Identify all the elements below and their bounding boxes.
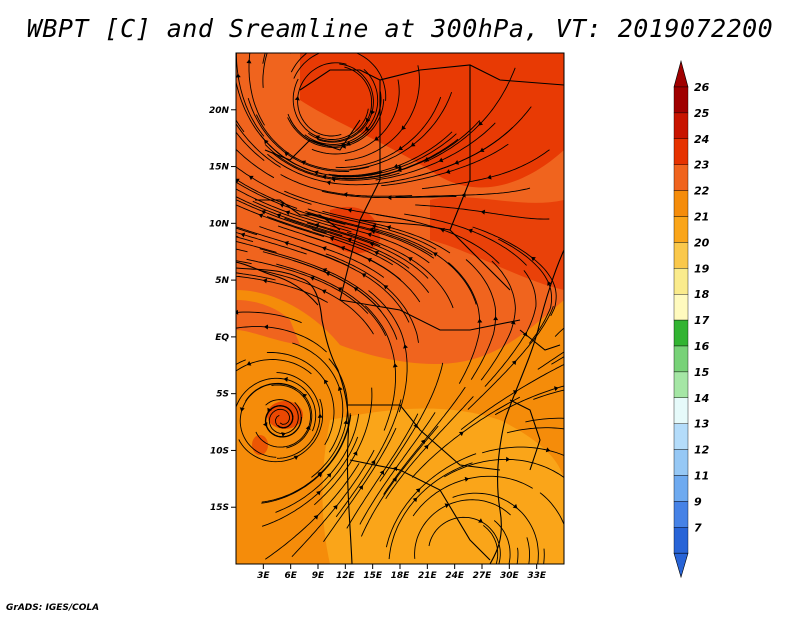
colorbar: 26 25 24 23 22 21 20 19 18 17 16 15 14 13 12 11 9 7 [673, 59, 710, 579]
colorbar-label: 19 [694, 262, 710, 275]
colorbar-label: 13 [694, 418, 710, 431]
lat-tick-label: 15N [209, 163, 230, 173]
colorbar-segment [673, 501, 689, 528]
colorbar-segment [673, 397, 689, 424]
colorbar-segment [673, 371, 689, 398]
colorbar-label: 22 [694, 185, 710, 198]
colorbar-label: 21 [694, 211, 709, 224]
lon-tick-label: 21E [418, 571, 438, 581]
lat-tick-label: 15S [210, 503, 229, 513]
lat-tick-label: 5S [216, 390, 229, 400]
latitude-axis: 20N 15N 10N 5N EQ 5S 10S 15S [209, 106, 236, 513]
colorbar-segment [673, 475, 689, 502]
colorbar-label: 23 [694, 159, 710, 172]
colorbar-bottom-arrow [673, 552, 689, 579]
colorbar-label: 12 [694, 444, 710, 457]
colorbar-top-arrow [673, 59, 689, 88]
colorbar-segment [673, 138, 689, 165]
colorbar-segment [673, 449, 689, 476]
colorbar-segment [673, 164, 689, 191]
streamlines [236, 53, 564, 564]
colorbar-segment [673, 268, 689, 295]
lat-tick-label: 5N [215, 276, 229, 286]
colorbar-segment [673, 294, 689, 321]
lon-tick-label: 30E [500, 571, 520, 581]
lon-tick-label: 27E [473, 571, 493, 581]
lon-tick-label: 33E [527, 571, 547, 581]
lat-tick-label: EQ [215, 333, 229, 343]
colorbar-label: 18 [694, 288, 710, 301]
colorbar-segment [673, 242, 689, 269]
lon-tick-label: 18E [391, 571, 411, 581]
longitude-axis: 3E 6E 9E 12E 15E 18E 21E 24E 27E 30E 33E [257, 564, 547, 581]
map-title: WBPT [C] and Sreamline at 300hPa, VT: 20… [26, 14, 774, 43]
lat-tick-label: 10S [210, 446, 229, 456]
colorbar-segment [673, 216, 689, 243]
colorbar-label: 16 [694, 340, 710, 353]
lon-tick-label: 3E [257, 571, 270, 581]
coastlines-borders [236, 64, 564, 564]
colorbar-label: 17 [694, 314, 710, 327]
colorbar-label: 25 [694, 107, 710, 120]
colorbar-segment [673, 112, 689, 140]
lon-tick-label: 24E [445, 571, 465, 581]
colorbar-segment [673, 319, 689, 347]
colorbar-label: 11 [694, 470, 709, 483]
shaded-field [236, 53, 564, 564]
colorbar-segment [673, 86, 689, 114]
grads-credit: GrADS: IGES/COLA [6, 603, 100, 613]
colorbar-segment [673, 527, 689, 554]
colorbar-label: 9 [694, 495, 702, 508]
lon-tick-label: 9E [312, 571, 325, 581]
lon-tick-label: 12E [336, 571, 356, 581]
lon-tick-label: 6E [284, 571, 297, 581]
colorbar-label: 7 [694, 521, 702, 534]
colorbar-segment [673, 190, 689, 217]
lat-tick-label: 20N [209, 106, 230, 116]
colorbar-segment [673, 345, 689, 373]
colorbar-label: 20 [694, 236, 710, 249]
lon-tick-label: 15E [363, 571, 383, 581]
colorbar-label: 24 [694, 133, 709, 146]
lat-tick-label: 10N [209, 219, 230, 229]
colorbar-label: 14 [694, 392, 709, 405]
colorbar-segment [673, 423, 689, 450]
colorbar-label: 15 [694, 366, 710, 379]
colorbar-label: 26 [694, 81, 710, 94]
